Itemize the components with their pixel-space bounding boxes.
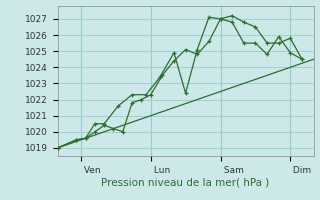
X-axis label: Pression niveau de la mer( hPa ): Pression niveau de la mer( hPa ) — [101, 178, 270, 188]
